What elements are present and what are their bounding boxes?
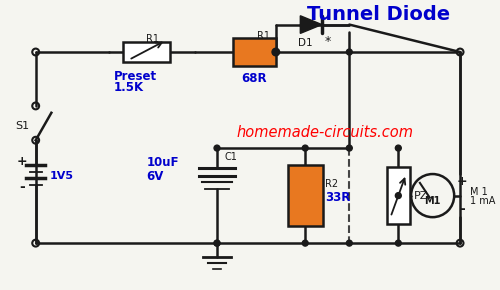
Circle shape [273, 49, 278, 55]
FancyBboxPatch shape [232, 38, 276, 66]
Circle shape [346, 49, 352, 55]
Text: R2: R2 [325, 179, 338, 189]
Text: R1: R1 [257, 31, 270, 41]
FancyBboxPatch shape [386, 167, 410, 224]
Text: M1: M1 [424, 197, 441, 206]
Text: PZ: PZ [414, 191, 428, 201]
FancyBboxPatch shape [123, 42, 170, 62]
Text: C1: C1 [225, 152, 237, 162]
Text: +: + [16, 155, 28, 168]
Text: 1.5K: 1.5K [114, 81, 144, 95]
Text: *: * [324, 35, 331, 48]
Circle shape [214, 145, 220, 151]
Text: 6V: 6V [146, 170, 164, 183]
Circle shape [302, 240, 308, 246]
Text: 68R: 68R [242, 72, 267, 85]
Text: S1: S1 [15, 121, 29, 130]
Circle shape [396, 193, 402, 199]
Circle shape [346, 145, 352, 151]
Circle shape [346, 240, 352, 246]
Text: Tunnel Diode: Tunnel Diode [307, 5, 450, 24]
Text: Preset: Preset [114, 70, 157, 83]
Text: 1V5: 1V5 [50, 171, 74, 180]
Circle shape [396, 145, 402, 151]
Text: +: + [456, 175, 468, 188]
Text: R1: R1 [146, 34, 160, 44]
Text: D1: D1 [298, 38, 312, 48]
Text: -: - [459, 202, 465, 216]
FancyBboxPatch shape [288, 165, 323, 226]
Text: 10uF: 10uF [146, 156, 179, 169]
Circle shape [214, 240, 220, 246]
Circle shape [396, 240, 402, 246]
Circle shape [302, 145, 308, 151]
Text: 1 mA: 1 mA [470, 197, 495, 206]
Polygon shape [300, 16, 322, 33]
Text: 33R: 33R [325, 191, 350, 204]
Text: homemade-circuits.com: homemade-circuits.com [236, 125, 414, 140]
Text: -: - [19, 180, 25, 194]
Circle shape [214, 240, 220, 246]
Text: M 1: M 1 [470, 187, 488, 197]
